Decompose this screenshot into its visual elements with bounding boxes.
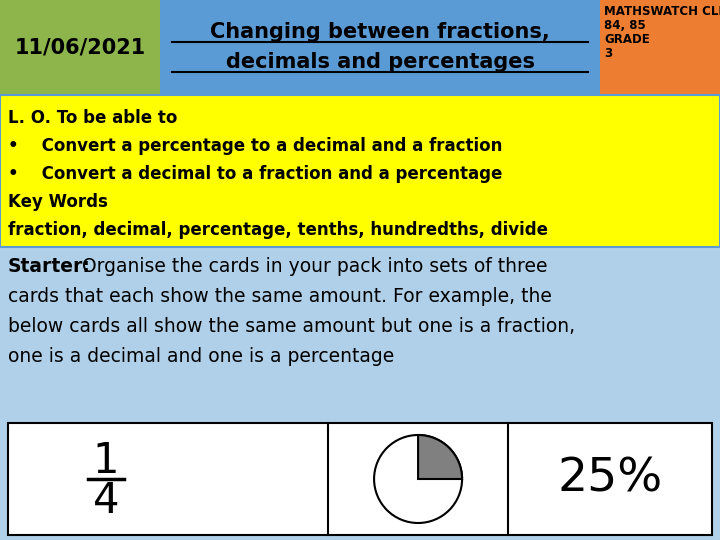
Circle shape	[374, 435, 462, 523]
FancyBboxPatch shape	[600, 0, 720, 95]
Text: 3: 3	[604, 47, 612, 60]
FancyBboxPatch shape	[0, 95, 720, 247]
Text: Starter:: Starter:	[8, 257, 91, 276]
Text: GRADE: GRADE	[604, 33, 649, 46]
Text: •    Convert a percentage to a decimal and a fraction: • Convert a percentage to a decimal and …	[8, 137, 503, 155]
Text: decimals and percentages: decimals and percentages	[225, 51, 534, 71]
FancyBboxPatch shape	[0, 247, 720, 540]
Text: Organise the cards in your pack into sets of three: Organise the cards in your pack into set…	[76, 257, 547, 276]
Text: 1: 1	[93, 440, 120, 482]
Wedge shape	[418, 435, 462, 479]
Text: MATHSWATCH CLIP: MATHSWATCH CLIP	[604, 5, 720, 18]
Text: Key Words: Key Words	[8, 193, 108, 211]
Text: L. O. To be able to: L. O. To be able to	[8, 109, 177, 127]
FancyBboxPatch shape	[8, 423, 712, 535]
Text: cards that each show the same amount. For example, the: cards that each show the same amount. Fo…	[8, 287, 552, 306]
Text: 4: 4	[93, 480, 120, 522]
FancyBboxPatch shape	[0, 0, 160, 95]
Text: Changing between fractions,: Changing between fractions,	[210, 22, 550, 42]
Text: below cards all show the same amount but one is a fraction,: below cards all show the same amount but…	[8, 317, 575, 336]
Text: •    Convert a decimal to a fraction and a percentage: • Convert a decimal to a fraction and a …	[8, 165, 503, 183]
Text: 25%: 25%	[557, 456, 662, 502]
Text: 11/06/2021: 11/06/2021	[14, 37, 145, 57]
Text: 84, 85: 84, 85	[604, 19, 646, 32]
Text: one is a decimal and one is a percentage: one is a decimal and one is a percentage	[8, 347, 395, 366]
FancyBboxPatch shape	[160, 0, 600, 95]
Text: fraction, decimal, percentage, tenths, hundredths, divide: fraction, decimal, percentage, tenths, h…	[8, 221, 548, 239]
